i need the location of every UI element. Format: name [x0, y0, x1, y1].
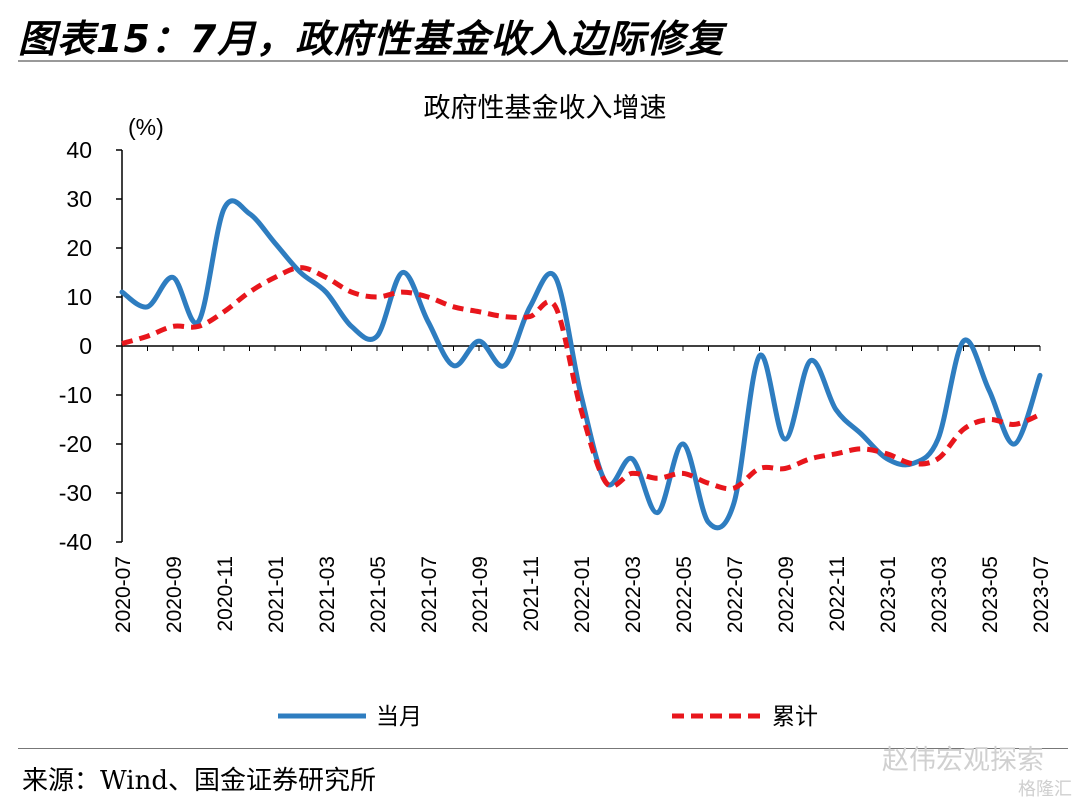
y-tick-label: -40 [59, 529, 92, 555]
legend: 当月 累计 [278, 704, 818, 730]
watermark-logo-text: 格隆汇 [1018, 779, 1072, 800]
y-tick-label: 30 [66, 186, 92, 212]
x-axis: 2020-07 2020-09 2020-11 2021-01 2021-03 2021-… [112, 345, 1053, 633]
y-tick-label: -30 [59, 480, 92, 506]
x-tick-label: 2023-07 [1030, 556, 1053, 633]
x-tick-label: 2022-11 [826, 556, 849, 632]
top-divider [18, 60, 1068, 62]
series-line-cumulative [121, 265, 1041, 492]
y-tick-label: 20 [66, 235, 92, 261]
x-tick-label: 2020-11 [214, 556, 237, 632]
x-tick-label: 2020-07 [112, 556, 135, 633]
x-tick-label: 2021-11 [520, 556, 543, 632]
y-unit-label: (%) [128, 114, 164, 140]
x-tick-label: 2022-01 [571, 556, 594, 633]
x-tick-label: 2021-01 [265, 556, 288, 633]
x-tick-label: 2023-01 [877, 556, 900, 633]
x-tick-label: 2020-09 [163, 556, 186, 633]
legend-label-cumulative: 累计 [772, 704, 818, 730]
x-tick-label: 2022-09 [775, 556, 798, 633]
source-note: 来源：Wind、国金证券研究所 [22, 766, 376, 796]
y-tick-label: 10 [66, 284, 92, 310]
watermark-text: 赵伟宏观探索 [882, 745, 1044, 776]
chart-title: 政府性基金收入增速 [424, 93, 667, 124]
series-line-monthly [119, 198, 1043, 531]
x-tick-label: 2023-03 [928, 556, 951, 633]
legend-label-monthly: 当月 [376, 704, 422, 730]
y-axis: 40 30 20 10 0 -10 -20 -30 -40 [59, 137, 123, 555]
x-tick-label: 2022-05 [673, 556, 696, 633]
x-tick-label: 2021-07 [418, 556, 441, 633]
y-tick-label: 40 [66, 137, 92, 163]
y-tick-label: -10 [59, 382, 92, 408]
x-tick-label: 2021-09 [469, 556, 492, 633]
y-tick-label: 0 [79, 333, 92, 359]
y-tick-label: -20 [59, 431, 92, 457]
bottom-divider [18, 748, 1068, 749]
x-tick-label: 2022-03 [622, 556, 645, 633]
x-tick-label: 2021-05 [367, 556, 390, 633]
x-tick-label: 2021-03 [316, 556, 339, 633]
figure-title: 图表15：7月，政府性基金收入边际修复 [18, 17, 725, 61]
series-group [119, 198, 1043, 531]
x-tick-label: 2023-05 [979, 556, 1002, 633]
x-tick-label: 2022-07 [724, 556, 747, 633]
